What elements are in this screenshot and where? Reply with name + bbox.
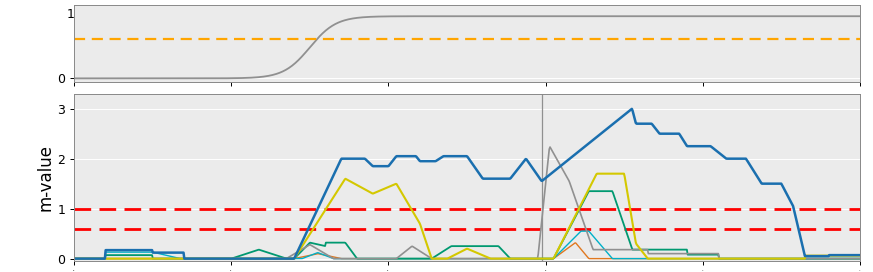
Y-axis label: m-value: m-value: [37, 144, 54, 211]
Text: 1: 1: [66, 8, 74, 21]
